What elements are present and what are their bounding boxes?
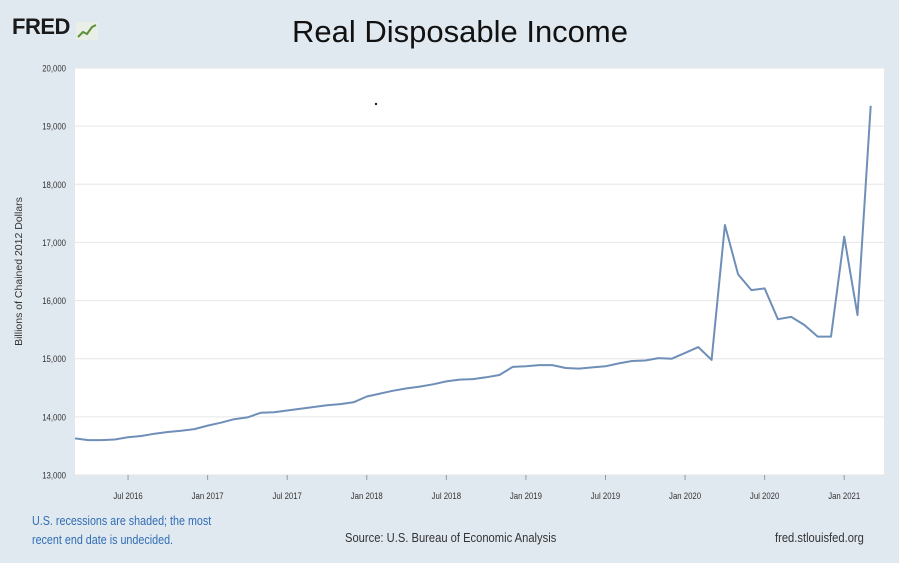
fred-logo: FRED	[12, 14, 70, 39]
series-layer	[74, 105, 872, 442]
x-tick-label: Jan 2020	[669, 490, 701, 501]
recession-note: U.S. recessions are shaded; the most rec…	[32, 514, 212, 547]
x-tick-label: Jan 2021	[828, 490, 860, 501]
y-tick-label: 13,000	[42, 470, 66, 481]
source-note: Source: U.S. Bureau of Economic Analysis	[345, 530, 557, 545]
y-tick-label: 18,000	[42, 179, 66, 190]
x-tick-label: Jul 2019	[591, 490, 621, 501]
x-tick-label: Jul 2020	[750, 490, 780, 501]
x-tick-label: Jul 2017	[272, 490, 302, 501]
y-tick-label: 16,000	[42, 295, 66, 306]
y-tick-label: 19,000	[42, 121, 66, 132]
y-axis-label: Billions of Chained 2012 Dollars	[13, 197, 25, 346]
x-tick-label: Jul 2016	[113, 490, 143, 501]
y-tick-label: 17,000	[42, 237, 66, 248]
x-tick-label: Jan 2017	[192, 490, 224, 501]
plot-area	[75, 68, 884, 475]
y-tick-label: 14,000	[42, 412, 66, 423]
series-line	[74, 105, 872, 442]
logo-chart-icon	[76, 22, 98, 40]
x-tick-label: Jul 2018	[432, 490, 462, 501]
y-tick-label: 15,000	[42, 353, 66, 364]
y-axis: 13,000 14,000 15,000 16,000 17,000 18,000 19,0…	[42, 63, 66, 481]
stray-dot	[374, 102, 378, 106]
x-axis: Jul 2016 Jan 2017 Jul 2017 Jan 2018 Jul 2018…	[113, 475, 860, 501]
x-tick-label: Jan 2018	[351, 490, 383, 501]
gridlines	[75, 67, 884, 476]
x-tick-label: Jan 2019	[510, 490, 542, 501]
y-tick-label: 20,000	[42, 63, 66, 74]
chart-title: Real Disposable Income	[291, 14, 628, 49]
source-url[interactable]: fred.stlouisfed.org	[775, 530, 864, 545]
